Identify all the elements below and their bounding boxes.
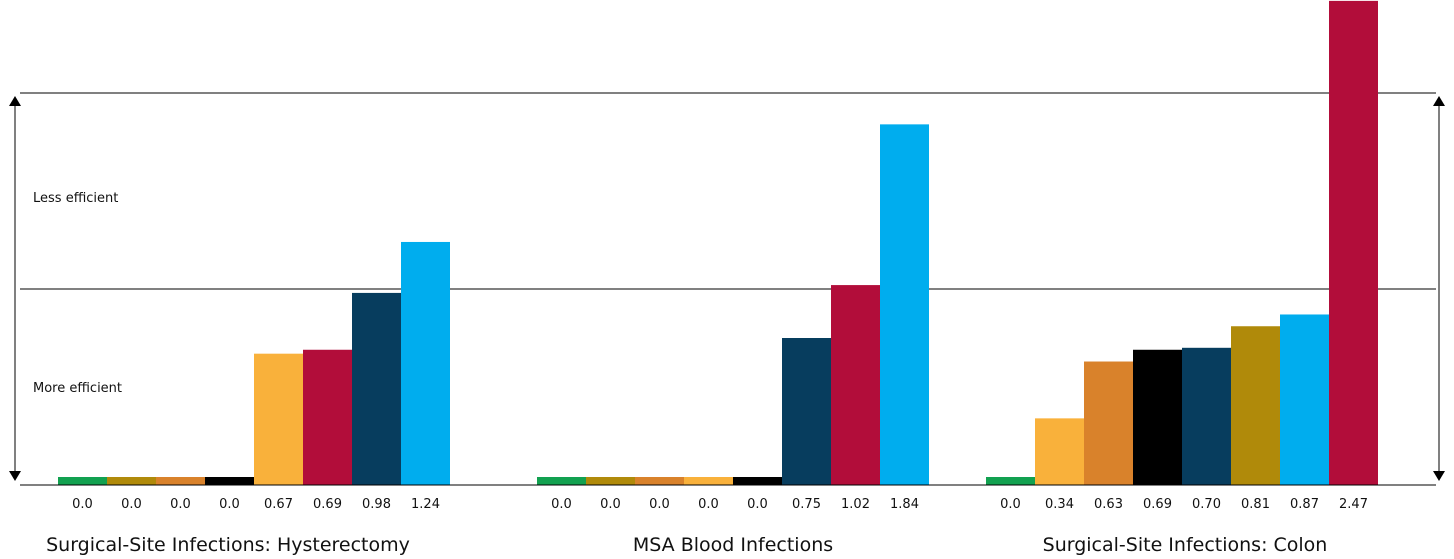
bar-g1-3 xyxy=(156,477,205,485)
value-label-g3-7: 0.87 xyxy=(1290,497,1319,512)
value-label-g1-3: 0.0 xyxy=(170,497,191,512)
group-title-3: Surgical-Site Infections: Colon xyxy=(1043,534,1328,556)
value-label-g1-7: 0.98 xyxy=(362,497,391,512)
bar-g1-6 xyxy=(303,349,352,485)
bar-g3-3 xyxy=(1084,361,1133,485)
value-label-g2-6: 0.75 xyxy=(792,497,821,512)
bar-g2-6 xyxy=(782,338,831,485)
bar-g2-7 xyxy=(831,285,880,485)
value-label-g1-5: 0.67 xyxy=(264,497,293,512)
bar-g2-1 xyxy=(537,477,586,485)
group-title-1: Surgical-Site Infections: Hysterectomy xyxy=(46,534,410,556)
value-label-g2-3: 0.0 xyxy=(649,497,670,512)
lower-zone-label: More efficient xyxy=(33,381,122,396)
value-label-g2-2: 0.0 xyxy=(600,497,621,512)
value-label-g2-1: 0.0 xyxy=(551,497,572,512)
value-labels-layer: 0.0 0.0 0.0 0.0 0.67 0.69 0.98 1.24 0.0 0.0 0.0 0.0… xyxy=(72,497,1368,512)
bar-g2-5 xyxy=(733,477,782,485)
value-label-g1-1: 0.0 xyxy=(72,497,93,512)
bar-g2-4 xyxy=(684,477,733,485)
bar-g3-8 xyxy=(1329,0,1378,485)
bar-g1-8 xyxy=(401,241,450,485)
group-titles-layer: Surgical-Site Infections: Hysterectomy MS… xyxy=(46,534,1327,556)
bar-g3-5 xyxy=(1182,347,1231,485)
value-label-g3-5: 0.70 xyxy=(1192,497,1221,512)
value-label-g1-8: 1.24 xyxy=(411,497,440,512)
bar-g2-3 xyxy=(635,477,684,485)
value-label-g3-3: 0.63 xyxy=(1094,497,1123,512)
bar-g3-1 xyxy=(986,477,1035,485)
bars-layer xyxy=(58,0,1378,486)
bar-g3-7 xyxy=(1280,314,1329,485)
value-label-g2-4: 0.0 xyxy=(698,497,719,512)
bar-g1-2 xyxy=(107,477,156,485)
bar-g1-1 xyxy=(58,477,107,485)
right-arrow-up-icon xyxy=(1433,96,1445,106)
value-label-g3-1: 0.0 xyxy=(1000,497,1021,512)
value-label-g1-6: 0.69 xyxy=(313,497,342,512)
bar-g3-2 xyxy=(1035,418,1084,485)
upper-zone-label: Less efficient xyxy=(33,191,118,206)
right-arrow-down-icon xyxy=(1433,471,1445,481)
value-label-g3-6: 0.81 xyxy=(1241,497,1270,512)
value-label-g3-4: 0.69 xyxy=(1143,497,1172,512)
value-label-g3-2: 0.34 xyxy=(1045,497,1074,512)
group-title-2: MSA Blood Infections xyxy=(633,534,833,556)
value-label-g2-5: 0.0 xyxy=(747,497,768,512)
bar-g2-8 xyxy=(880,124,929,486)
value-label-g1-2: 0.0 xyxy=(121,497,142,512)
left-arrow-up-icon xyxy=(9,96,21,106)
value-label-g3-8: 2.47 xyxy=(1339,497,1368,512)
value-label-g2-7: 1.02 xyxy=(841,497,870,512)
bar-g3-6 xyxy=(1231,326,1280,485)
bar-g2-2 xyxy=(586,477,635,485)
bar-g1-4 xyxy=(205,477,254,485)
value-label-g2-8: 1.84 xyxy=(890,497,919,512)
left-arrow-down-icon xyxy=(9,471,21,481)
bar-g1-7 xyxy=(352,292,401,485)
value-label-g1-4: 0.0 xyxy=(219,497,240,512)
bar-g1-5 xyxy=(254,353,303,485)
bar-g3-4 xyxy=(1133,349,1182,485)
